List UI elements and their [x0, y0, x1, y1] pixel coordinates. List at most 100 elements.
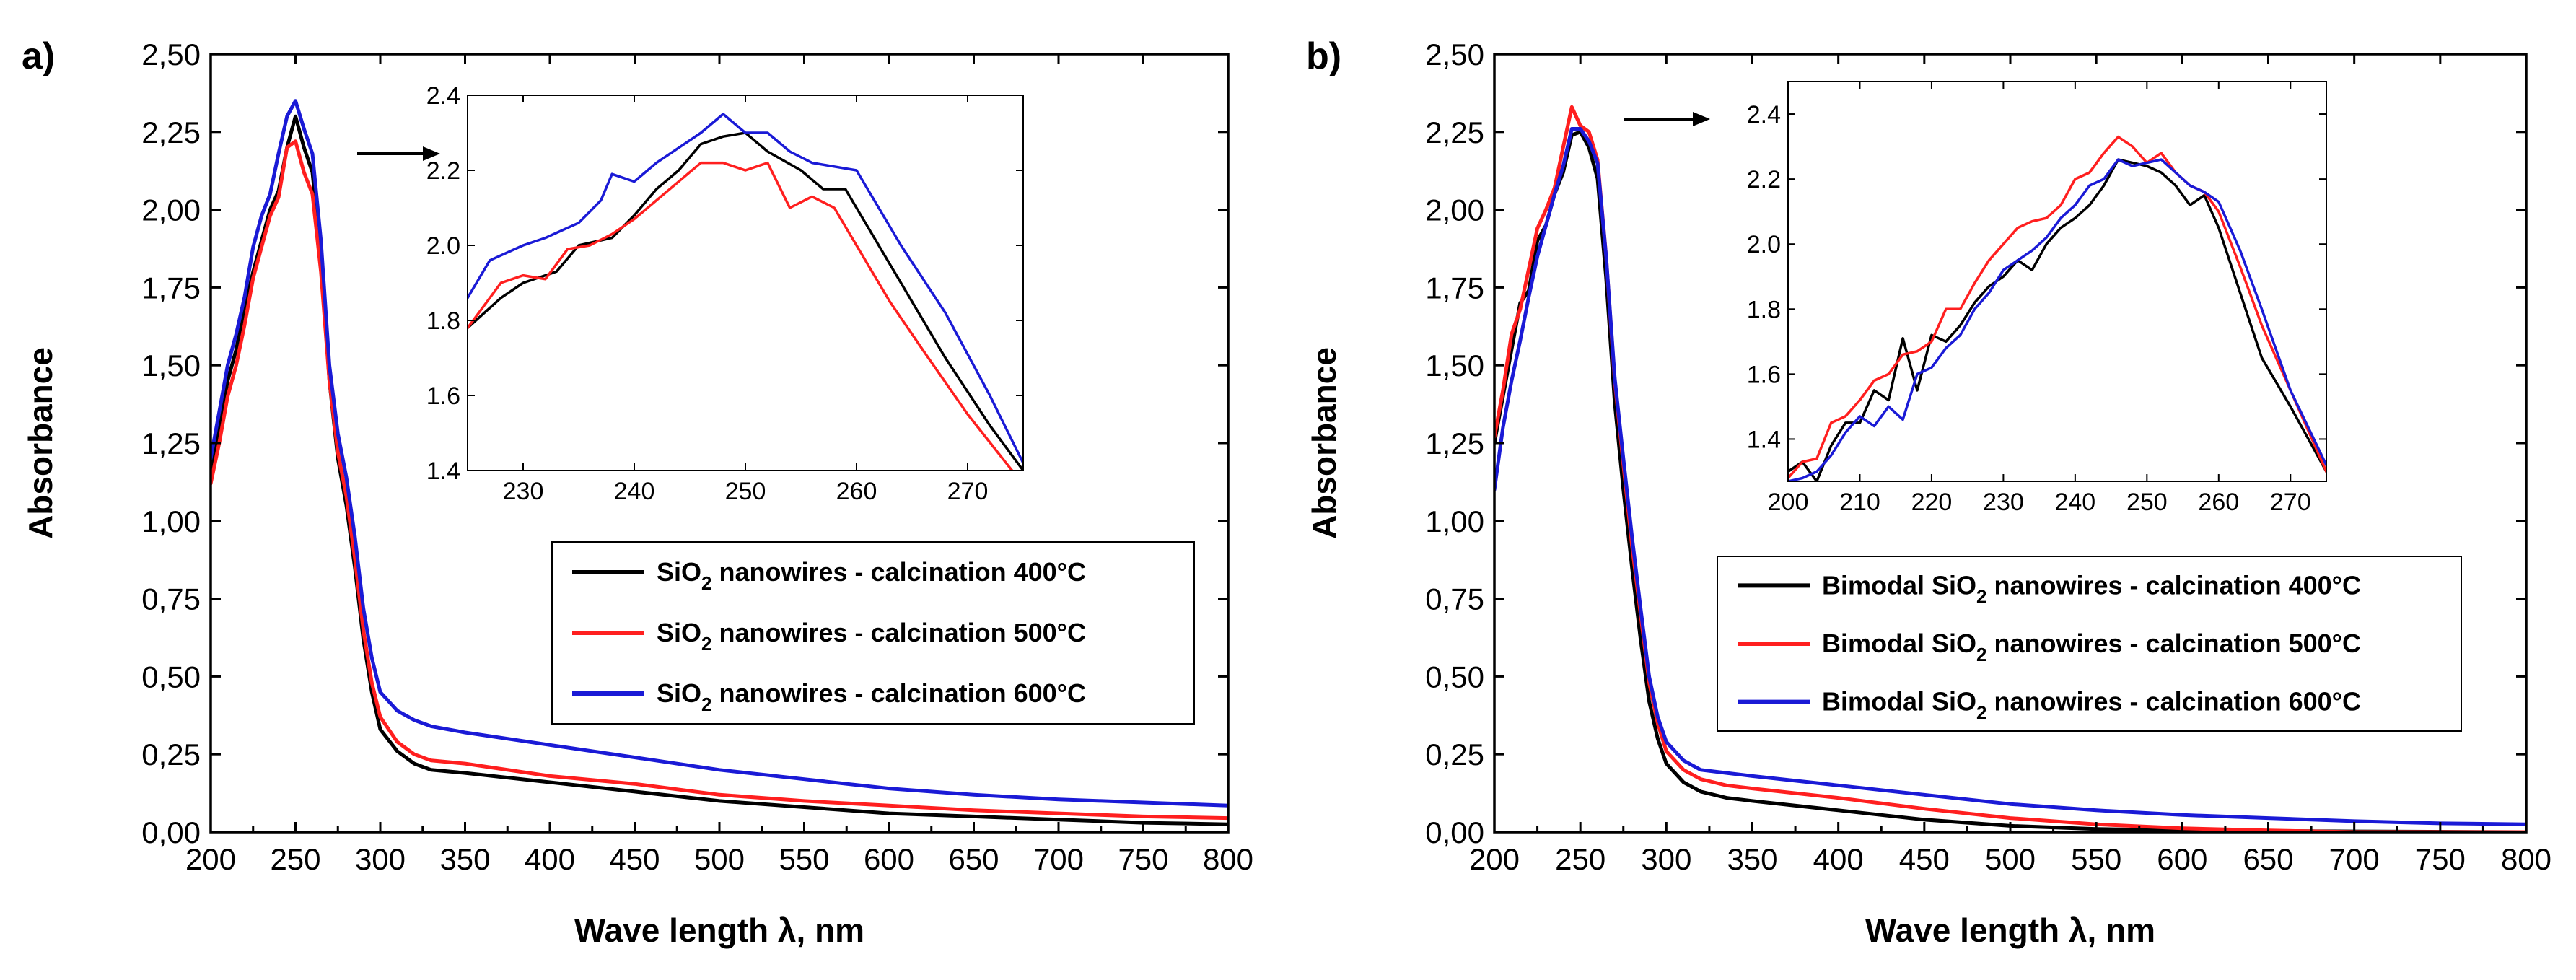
y-tick-label: 1,50: [141, 349, 201, 382]
inset-x-tick-label: 260: [2198, 489, 2239, 516]
legend-label-rest: nanowires - calcination 500°C: [711, 618, 1086, 647]
chart-panel-b: 200 250 300 350 400 450 500 550 600 650 700 750 800 0…: [1305, 35, 2551, 949]
inset-x-tick-label: 240: [2054, 489, 2095, 516]
legend-label: SiO2 nanowires - calcination 400°C: [657, 557, 1086, 594]
x-tick-label: 250: [1555, 842, 1605, 876]
y-tick-label: 1,75: [141, 271, 201, 305]
x-axis-title: Wave length λ, nm: [1865, 911, 2155, 949]
inset-frame-bg: [467, 95, 1024, 471]
x-tick-label: 300: [1641, 842, 1691, 876]
legend-label-main: Bimodal SiO: [1822, 570, 1976, 600]
series-line-400c: [1494, 130, 2526, 832]
x-tick-label: 350: [1727, 842, 1777, 876]
inset-y-tick-label: 1.6: [1747, 361, 1781, 388]
series-line-600c: [211, 99, 1228, 808]
x-tick-label: 500: [1985, 842, 2036, 876]
x-tick-label: 800: [1203, 842, 1253, 876]
inset-frame: [1787, 81, 2327, 482]
inset-series-line-400c: [468, 131, 1023, 471]
inset-y-tick-label: 2.0: [1747, 231, 1781, 258]
inset-y-tick-label: 2.4: [426, 82, 460, 110]
legend-box: [551, 541, 1195, 725]
x-tick-label: 200: [1469, 842, 1520, 876]
inset-x-tick-label: 250: [2126, 489, 2168, 516]
inset-y-tick-label: 1.8: [426, 307, 460, 335]
y-tick-label: 0,25: [1425, 738, 1484, 771]
series-line-600c: [1494, 127, 2526, 826]
y-tick-label: 1,00: [141, 504, 201, 538]
inset-x-tick-label: 240: [614, 478, 655, 505]
inset-y-tick-label: 1.4: [426, 458, 460, 485]
y-tick-label: 2,25: [1425, 115, 1484, 149]
inset-y-tick-label: 2.4: [1747, 101, 1781, 128]
legend-label-rest: nanowires - calcination 600°C: [1987, 687, 2362, 717]
legend-label-main: SiO: [657, 678, 701, 708]
y-tick-label: 0,75: [141, 582, 201, 616]
chart-panel-a: 200 250 300 350 400 450 500 550 600 650 700 750 800 0…: [22, 35, 1253, 949]
panel-label: a): [22, 35, 55, 77]
series-line-500c: [211, 139, 1228, 821]
legend-label-rest: nanowires - calcination 500°C: [1987, 629, 2362, 658]
legend-label-rest: nanowires - calcination 400°C: [1987, 570, 2362, 600]
y-tick-label: 0,75: [1425, 582, 1484, 616]
x-tick-label: 450: [609, 842, 660, 876]
inset-x-tick-label: 270: [947, 478, 989, 505]
inset-series-line-500c: [468, 161, 1014, 471]
x-tick-label: 350: [439, 842, 490, 876]
y-tick-label: 1,75: [1425, 271, 1484, 305]
x-tick-label: 700: [1033, 842, 1084, 876]
legend-label: Bimodal SiO2 nanowires - calcination 600…: [1822, 687, 2361, 724]
x-tick-label: 800: [2501, 842, 2551, 876]
legend-label-rest: nanowires - calcination 600°C: [711, 678, 1086, 708]
y-tick-label: 2,50: [1425, 38, 1484, 71]
y-tick-label: 0,50: [1425, 660, 1484, 694]
y-tick-label: 2,25: [141, 115, 201, 149]
y-tick-label: 0,25: [141, 738, 201, 771]
inset-arrow-head: [423, 146, 440, 161]
panel-label: b): [1306, 35, 1341, 77]
legend-label-subscript: 2: [701, 694, 711, 715]
legend-label-main: SiO: [657, 557, 701, 587]
legend-label: Bimodal SiO2 nanowires - calcination 500…: [1822, 629, 2361, 665]
inset-y-tick-label: 1.8: [1747, 296, 1781, 323]
x-tick-label: 550: [2071, 842, 2121, 876]
inset-y-tick-label: 2.0: [426, 232, 460, 260]
x-tick-label: 250: [270, 842, 320, 876]
legend-label-subscript: 2: [1976, 585, 1986, 607]
y-tick-label: 2,00: [1425, 193, 1484, 227]
y-axis-title: Absorbance: [22, 347, 59, 539]
inset-y-tick-label: 2.2: [1747, 166, 1781, 193]
legend-label-main: SiO: [657, 618, 701, 647]
x-tick-label: 700: [2329, 842, 2380, 876]
x-tick-label: 400: [1813, 842, 1864, 876]
legend-label-subscript: 2: [1976, 644, 1986, 665]
legend-label: SiO2 nanowires - calcination 600°C: [657, 678, 1086, 715]
inset-arrow-head: [1693, 112, 1710, 126]
legend-label-rest: nanowires - calcination 400°C: [711, 557, 1086, 587]
inset-chart: 230 240 250 260 270 1.4 1.6 1.8 2.0 2.2 2.4: [426, 82, 1024, 505]
x-tick-label: 600: [864, 842, 914, 876]
y-tick-label: 0,00: [1425, 815, 1484, 849]
y-tick-label: 0,00: [141, 815, 201, 849]
x-tick-label: 750: [1118, 842, 1168, 876]
x-tick-label: 200: [185, 842, 236, 876]
x-tick-label: 400: [525, 842, 575, 876]
legend-box: [1717, 556, 2462, 732]
y-tick-label: 1,25: [141, 426, 201, 460]
legend-label-subscript: 2: [1976, 702, 1986, 724]
inset-x-tick-label: 230: [503, 478, 544, 505]
y-tick-label: 1,00: [1425, 504, 1484, 538]
y-tick-label: 2,00: [141, 193, 201, 227]
x-tick-label: 650: [2243, 842, 2293, 876]
y-tick-label: 0,50: [141, 660, 201, 694]
inset-x-tick-label: 270: [2270, 489, 2311, 516]
x-axis-title: Wave length λ, nm: [574, 911, 864, 949]
x-tick-label: 550: [779, 842, 829, 876]
inset-x-tick-label: 230: [1983, 489, 2024, 516]
legend: Bimodal SiO2 nanowires - calcination 400…: [1717, 556, 2462, 732]
x-tick-label: 650: [948, 842, 999, 876]
inset-y-tick-label: 1.4: [1747, 426, 1781, 453]
legend-label-subscript: 2: [701, 572, 711, 594]
inset-y-tick-label: 2.2: [426, 157, 460, 185]
